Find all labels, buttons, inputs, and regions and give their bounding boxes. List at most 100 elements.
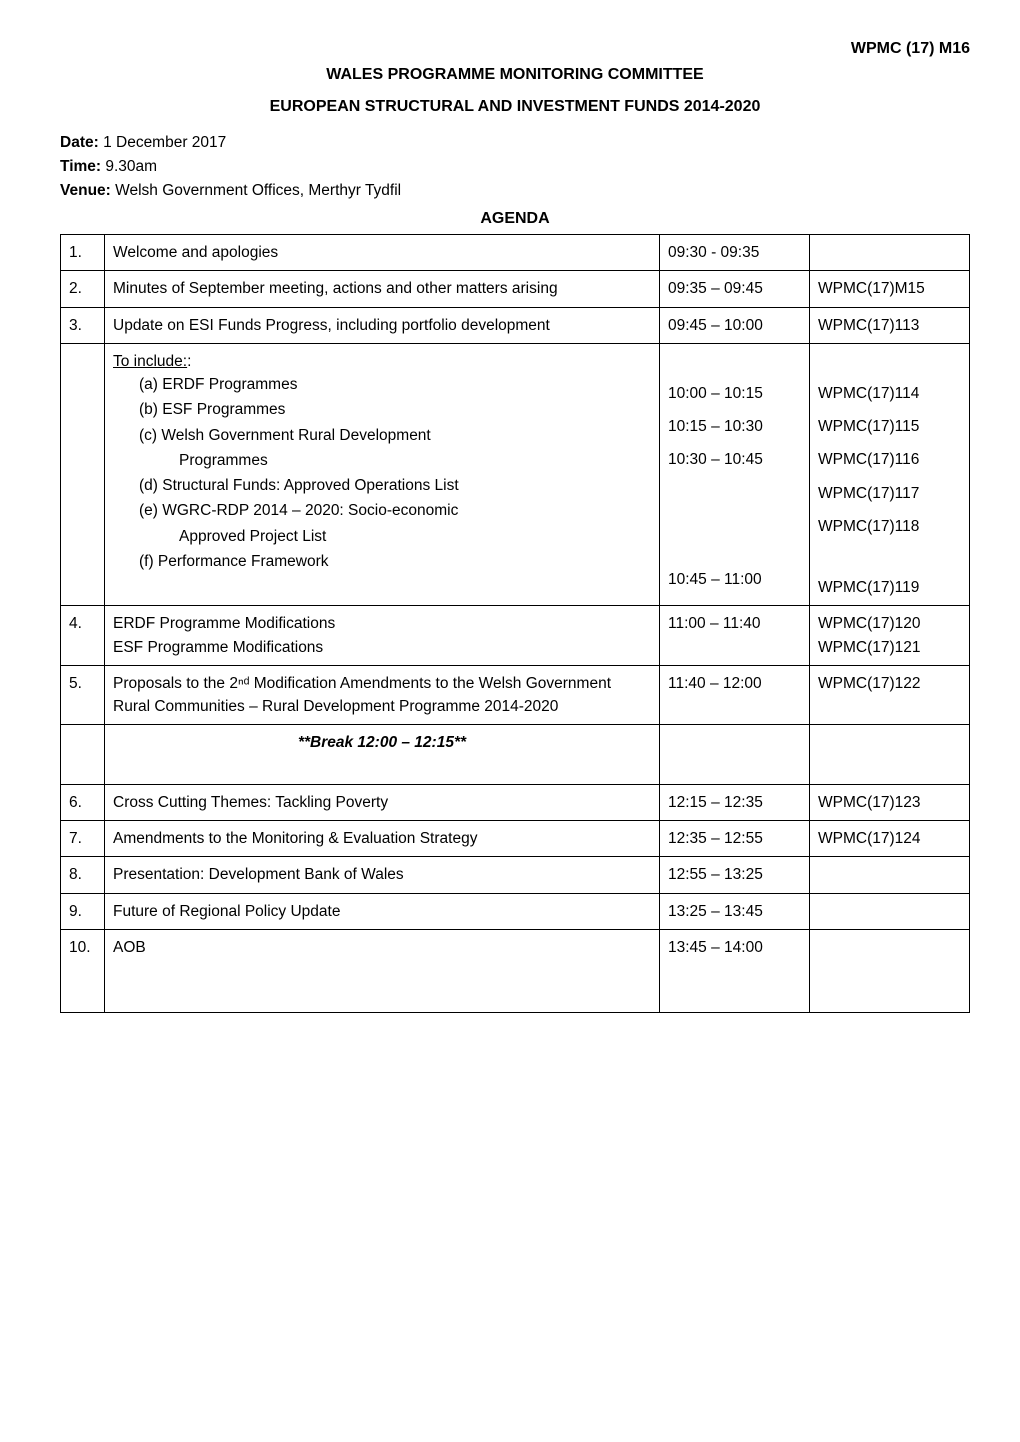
- table-row: 5. Proposals to the 2ⁿᵈ Modification Ame…: [61, 665, 970, 725]
- desc-line: ESF Programme Modifications: [113, 639, 323, 656]
- list-item: (b) ESF Programmes: [139, 398, 651, 421]
- list-item-cont: Programmes: [139, 449, 651, 472]
- row-ref: WPMC(17)120 WPMC(17)121: [810, 606, 970, 666]
- table-row: 1. Welcome and apologies 09:30 - 09:35: [61, 235, 970, 271]
- list-item: (e) WGRC-RDP 2014 – 2020: Socio-economic: [139, 499, 651, 522]
- row-desc: To include:: (a) ERDF Programmes (b) ESF…: [105, 343, 660, 606]
- list-item: (a) ERDF Programmes: [139, 373, 651, 396]
- row-ref-stack: WPMC(17)114 WPMC(17)115 WPMC(17)116 WPMC…: [810, 343, 970, 606]
- row-time: 12:15 – 12:35: [660, 784, 810, 820]
- row-ref: WPMC(17)123: [810, 784, 970, 820]
- ref-code: WPMC(17)115: [818, 415, 961, 438]
- meta-time: Time: 9.30am: [60, 158, 970, 176]
- row-ref: [810, 725, 970, 785]
- row-time: 11:00 – 11:40: [660, 606, 810, 666]
- time-slot: 10:45 – 11:00: [668, 568, 801, 591]
- time-value: 9.30am: [101, 158, 157, 175]
- ref-code: WPMC(17)121: [818, 639, 921, 656]
- row-ref: [810, 893, 970, 929]
- row-desc: Minutes of September meeting, actions an…: [105, 271, 660, 307]
- row-desc: Update on ESI Funds Progress, including …: [105, 307, 660, 343]
- table-row: 3. Update on ESI Funds Progress, includi…: [61, 307, 970, 343]
- row-number: 9.: [61, 893, 105, 929]
- row-time: 09:30 - 09:35: [660, 235, 810, 271]
- date-label: Date:: [60, 134, 99, 151]
- table-row: 9. Future of Regional Policy Update 13:2…: [61, 893, 970, 929]
- time-label: Time:: [60, 158, 101, 175]
- agenda-heading: AGENDA: [60, 210, 970, 228]
- to-include-label: To include:: [113, 353, 187, 370]
- row-desc: Proposals to the 2ⁿᵈ Modification Amendm…: [105, 665, 660, 725]
- row-number: [61, 343, 105, 606]
- time-slot: 10:30 – 10:45: [668, 448, 801, 471]
- row-time-stack: 10:00 – 10:15 10:15 – 10:30 10:30 – 10:4…: [660, 343, 810, 606]
- row-desc: Presentation: Development Bank of Wales: [105, 857, 660, 893]
- table-row: 6. Cross Cutting Themes: Tackling Povert…: [61, 784, 970, 820]
- list-item: (c) Welsh Government Rural Development: [139, 424, 651, 447]
- row-number: 2.: [61, 271, 105, 307]
- list-item: (f) Performance Framework: [139, 550, 651, 573]
- row-desc: Future of Regional Policy Update: [105, 893, 660, 929]
- agenda-table: 1. Welcome and apologies 09:30 - 09:35 2…: [60, 234, 970, 1013]
- row-number: 8.: [61, 857, 105, 893]
- row-ref: WPMC(17)122: [810, 665, 970, 725]
- row-number: 7.: [61, 821, 105, 857]
- ref-code: WPMC(17)116: [818, 448, 961, 471]
- row-ref: [810, 235, 970, 271]
- venue-value: Welsh Government Offices, Merthyr Tydfil: [111, 182, 401, 199]
- ref-code: WPMC(17)114: [818, 382, 961, 405]
- row-time: 13:25 – 13:45: [660, 893, 810, 929]
- row-number: 5.: [61, 665, 105, 725]
- row-number: 1.: [61, 235, 105, 271]
- row-number: 4.: [61, 606, 105, 666]
- row-desc: Welcome and apologies: [105, 235, 660, 271]
- row-ref: WPMC(17)M15: [810, 271, 970, 307]
- row-desc: ERDF Programme Modifications ESF Program…: [105, 606, 660, 666]
- row-number: 3.: [61, 307, 105, 343]
- row-number: [61, 725, 105, 785]
- row-time: 09:45 – 10:00: [660, 307, 810, 343]
- ref-code: WPMC(17)117: [818, 482, 961, 505]
- time-slot: 10:00 – 10:15: [668, 382, 801, 405]
- break-label: **Break 12:00 – 12:15**: [298, 734, 466, 751]
- table-row-include: To include:: (a) ERDF Programmes (b) ESF…: [61, 343, 970, 606]
- table-row: 2. Minutes of September meeting, actions…: [61, 271, 970, 307]
- row-time: 13:45 – 14:00: [660, 929, 810, 1012]
- title-line-2: EUROPEAN STRUCTURAL AND INVESTMENT FUNDS…: [60, 98, 970, 116]
- row-time: 09:35 – 09:45: [660, 271, 810, 307]
- ref-code: WPMC(17)118: [818, 515, 961, 538]
- table-row: 4. ERDF Programme Modifications ESF Prog…: [61, 606, 970, 666]
- row-ref: [810, 857, 970, 893]
- document-code: WPMC (17) M16: [60, 40, 970, 58]
- date-value: 1 December 2017: [99, 134, 227, 151]
- desc-text: AOB: [113, 939, 146, 956]
- ref-code: WPMC(17)119: [818, 576, 961, 599]
- row-desc: Cross Cutting Themes: Tackling Poverty: [105, 784, 660, 820]
- include-list: (a) ERDF Programmes (b) ESF Programmes (…: [113, 373, 651, 573]
- venue-label: Venue:: [60, 182, 111, 199]
- row-time: 12:55 – 13:25: [660, 857, 810, 893]
- row-time: 11:40 – 12:00: [660, 665, 810, 725]
- row-time: [660, 725, 810, 785]
- row-ref: WPMC(17)124: [810, 821, 970, 857]
- break-row: **Break 12:00 – 12:15**: [61, 725, 970, 785]
- meta-venue: Venue: Welsh Government Offices, Merthyr…: [60, 182, 970, 200]
- break-text: **Break 12:00 – 12:15**: [105, 725, 660, 785]
- table-row: 8. Presentation: Development Bank of Wal…: [61, 857, 970, 893]
- row-desc: AOB: [105, 929, 660, 1012]
- row-ref: WPMC(17)113: [810, 307, 970, 343]
- row-number: 10.: [61, 929, 105, 1012]
- title-line-1: WALES PROGRAMME MONITORING COMMITTEE: [60, 66, 970, 84]
- ref-code: WPMC(17)120: [818, 615, 921, 632]
- row-time: 12:35 – 12:55: [660, 821, 810, 857]
- list-item-cont: Approved Project List: [139, 525, 651, 548]
- list-item: (d) Structural Funds: Approved Operation…: [139, 474, 651, 497]
- meta-date: Date: 1 December 2017: [60, 134, 970, 152]
- row-ref: [810, 929, 970, 1012]
- row-desc: Amendments to the Monitoring & Evaluatio…: [105, 821, 660, 857]
- table-row: 7. Amendments to the Monitoring & Evalua…: [61, 821, 970, 857]
- table-row: 10. AOB 13:45 – 14:00: [61, 929, 970, 1012]
- desc-line: ERDF Programme Modifications: [113, 615, 335, 632]
- time-slot: 10:15 – 10:30: [668, 415, 801, 438]
- row-number: 6.: [61, 784, 105, 820]
